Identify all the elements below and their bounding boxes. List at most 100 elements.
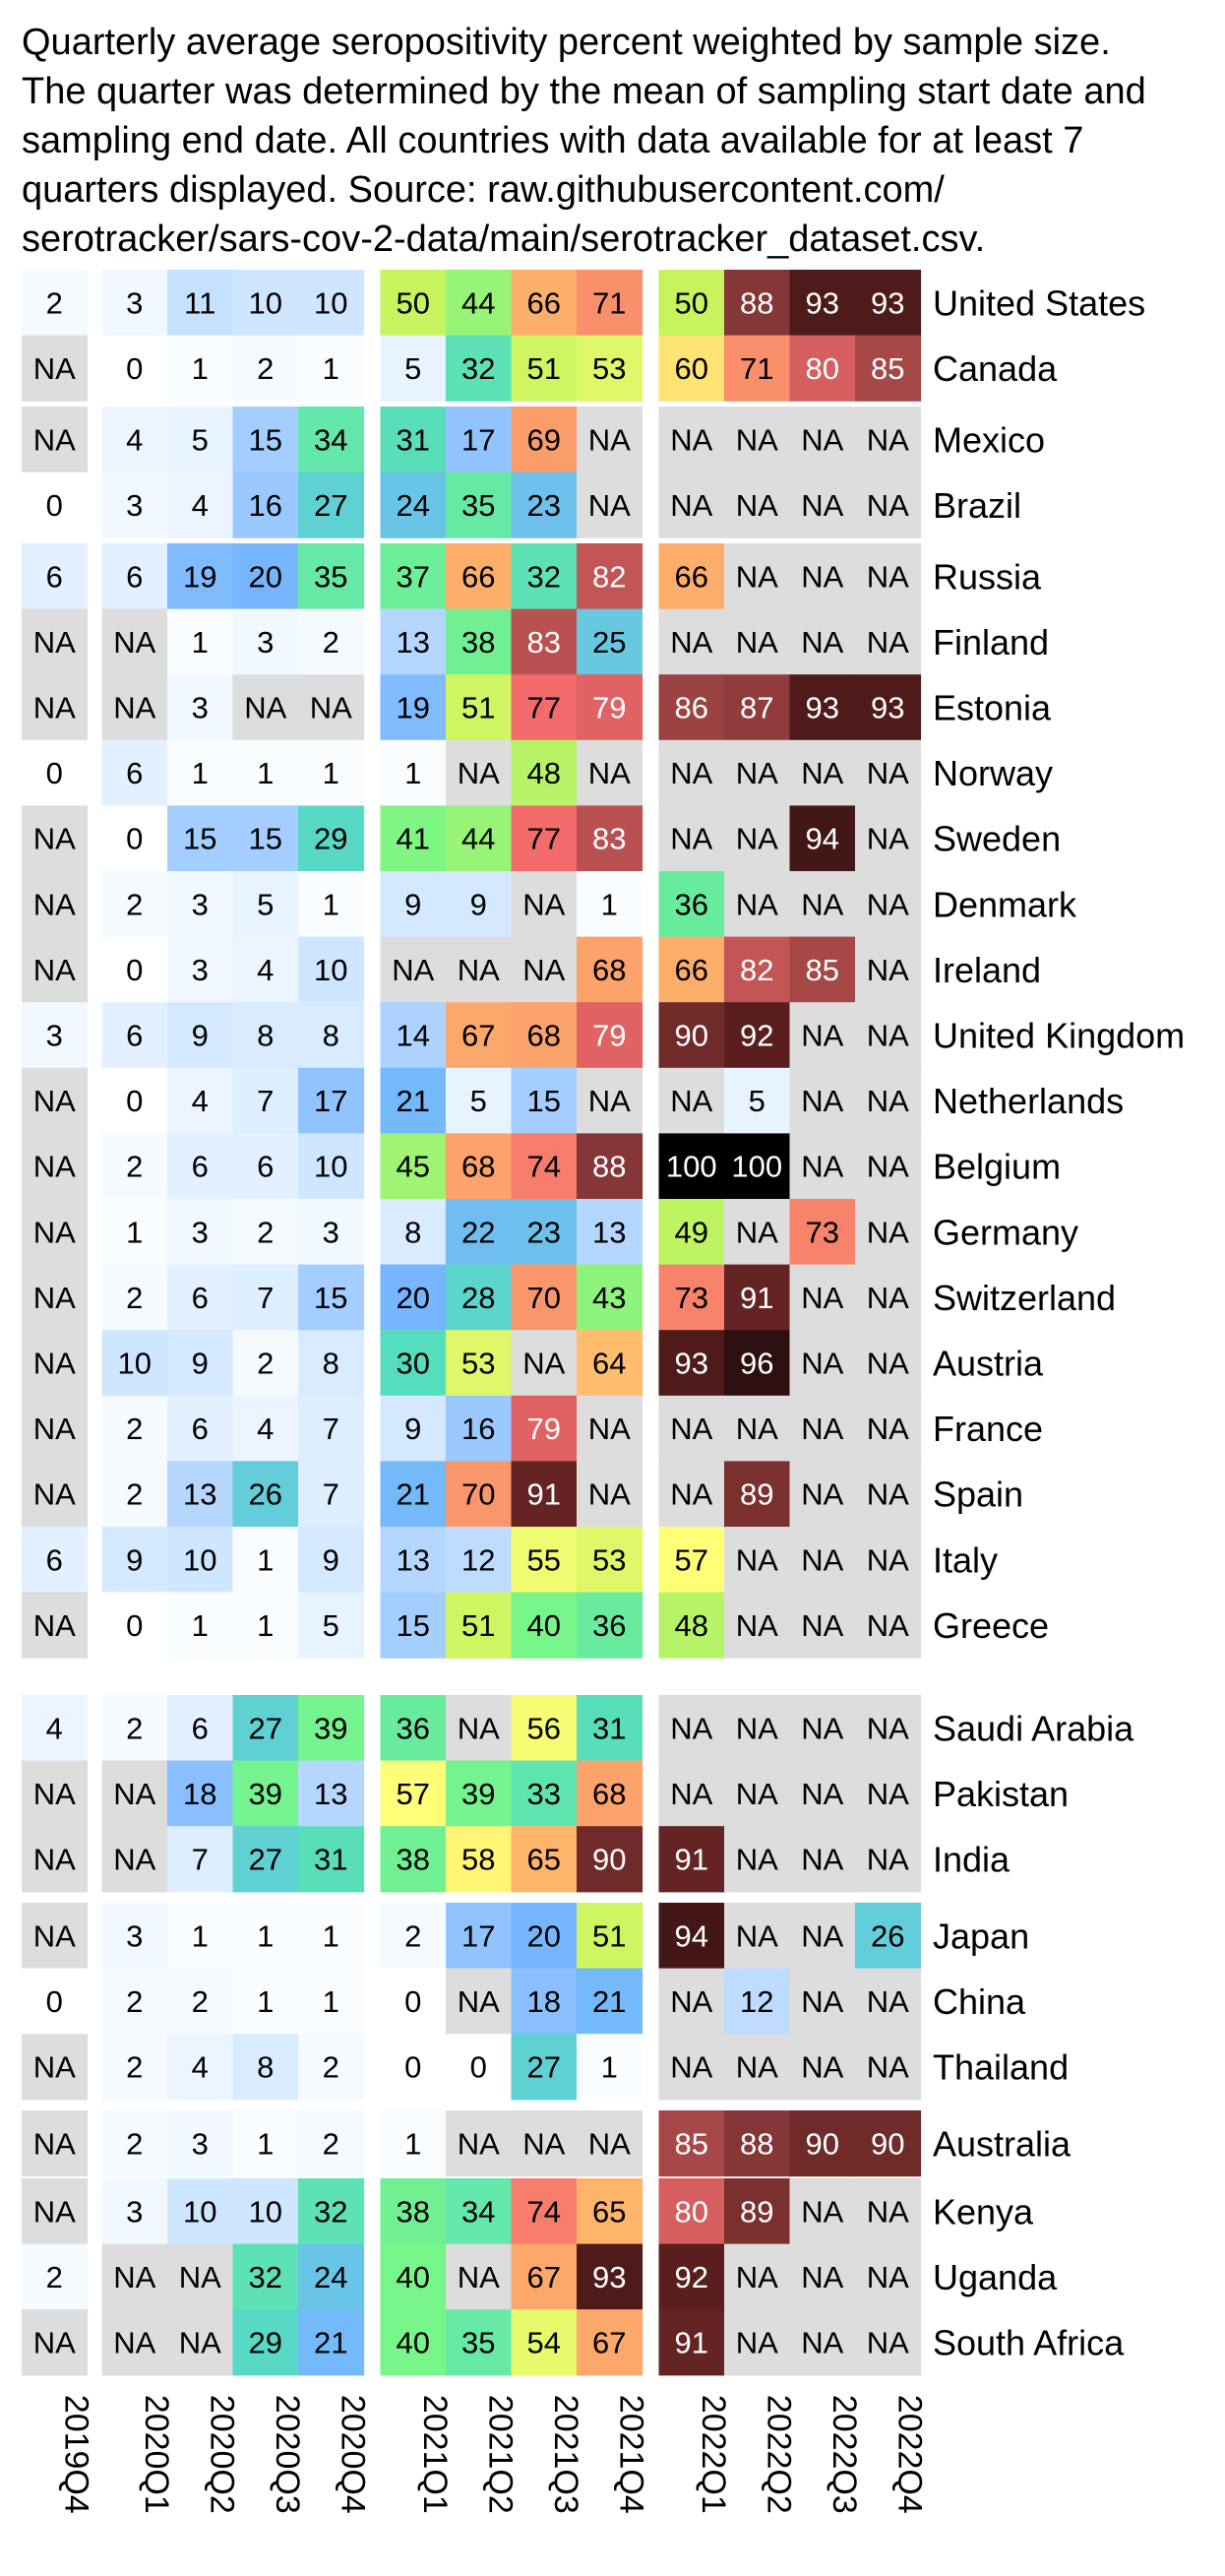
cell-value-label: NA <box>670 1984 712 2019</box>
heatmap-cell <box>101 1133 168 1200</box>
heatmap-cell <box>298 1264 365 1331</box>
heatmap-cell <box>232 1592 299 1659</box>
cell-value-label: NA <box>801 1412 843 1446</box>
cell-value-label: 93 <box>871 691 904 725</box>
cell-value-label: NA <box>670 488 712 523</box>
heatmap-cell <box>298 407 365 473</box>
heatmap-cell <box>446 805 513 872</box>
heatmap-cell <box>22 2034 89 2101</box>
cell-value-label: 15 <box>314 1281 347 1315</box>
cell-value-label: 2 <box>126 887 143 921</box>
heatmap-cell <box>167 2243 234 2310</box>
heatmap-cell <box>380 1067 447 1134</box>
cell-value-label: 2 <box>126 2050 143 2085</box>
cell-value-label: NA <box>522 1347 565 1381</box>
heatmap-row: NA 0 3 4 10 NA NA NA 68 66 82 85 NA Ireland <box>22 936 1041 1003</box>
quarter-axis-label: 2019Q4 <box>57 2395 94 2514</box>
cell-value-label: 82 <box>740 953 773 987</box>
heatmap-cell <box>855 871 922 938</box>
heatmap-cell <box>577 1002 643 1069</box>
heatmap-cell <box>724 1199 791 1266</box>
cell-value-label: NA <box>801 887 843 921</box>
cell-value-label: 5 <box>192 422 209 457</box>
heatmap-cell <box>789 1133 856 1200</box>
cell-value-label: NA <box>867 1150 909 1184</box>
quarter-axis-label: 2021Q4 <box>612 2395 649 2514</box>
cell-value-label: 6 <box>126 559 143 594</box>
cell-value-label: 13 <box>314 1777 347 1811</box>
cell-value-label: 49 <box>675 1215 708 1249</box>
cell-value-label: NA <box>867 1843 909 1877</box>
heatmap-cell <box>101 1826 168 1893</box>
heatmap-cell <box>298 2034 365 2101</box>
cell-value-label: 57 <box>397 1777 430 1811</box>
country-label: Japan <box>933 1916 1029 1956</box>
cell-value-label: 9 <box>404 1412 421 1446</box>
cell-value-label: 83 <box>527 625 561 660</box>
heatmap-row: NA 3 10 10 32 38 34 74 65 80 89 NA NA Kenya <box>22 2178 1034 2245</box>
heatmap-cell <box>446 2110 513 2177</box>
heatmap-cell <box>724 1133 791 1200</box>
cell-value-label: 68 <box>527 1019 561 1053</box>
heatmap-cell <box>577 1826 643 1893</box>
cell-value-label: NA <box>867 2326 909 2360</box>
cell-value-label: 1 <box>323 1918 339 1953</box>
cell-value-label: NA <box>113 2260 155 2294</box>
heatmap-cell <box>22 1592 89 1659</box>
heatmap-cell <box>855 543 922 610</box>
cell-value-label: NA <box>736 559 778 594</box>
cell-value-label: NA <box>867 1412 909 1446</box>
cell-value-label: 2 <box>126 1711 143 1745</box>
heatmap-row: NA 2 6 7 15 20 28 70 43 73 91 NA NA Switzerland <box>22 1264 1116 1331</box>
heatmap-cell <box>380 739 447 806</box>
heatmap-cell <box>101 674 168 741</box>
cell-value-label: 8 <box>323 1019 339 1053</box>
heatmap-cell <box>789 1330 856 1397</box>
heatmap-cell <box>22 1395 89 1462</box>
cell-value-label: 0 <box>126 1084 143 1118</box>
heatmap-cell <box>232 2243 299 2310</box>
cell-value-label: 26 <box>871 1918 904 1953</box>
heatmap-cell <box>658 407 725 473</box>
heatmap-row: NA 10 9 2 8 30 53 NA 64 93 96 NA NA Austria <box>22 1330 1044 1397</box>
cell-value-label: NA <box>801 422 843 457</box>
cell-value-label: NA <box>736 1711 778 1745</box>
heatmap-cell <box>446 1826 513 1893</box>
cell-value-label: 1 <box>257 1608 274 1643</box>
cell-value-label: 1 <box>192 351 209 386</box>
heatmap-cell <box>511 335 578 402</box>
heatmap-cell <box>855 1133 922 1200</box>
heatmap-cell <box>298 1903 365 1970</box>
heatmap-cell <box>101 739 168 806</box>
heatmap-cell <box>446 1067 513 1134</box>
heatmap-cell <box>101 1264 168 1331</box>
heatmap-row: NA NA 3 NA NA 19 51 77 79 86 87 93 93 Estonia <box>22 674 1052 741</box>
cell-value-label: NA <box>522 2126 565 2161</box>
cell-value-label: NA <box>670 422 712 457</box>
cell-value-label: 0 <box>404 2050 421 2085</box>
country-label: Netherlands <box>933 1081 1124 1121</box>
cell-value-label: NA <box>33 822 76 856</box>
heatmap-cell <box>101 1592 168 1659</box>
heatmap-cell <box>577 2034 643 2101</box>
heatmap-cell <box>577 1903 643 1970</box>
heatmap-cell <box>658 608 725 675</box>
heatmap-cell <box>855 1527 922 1594</box>
cell-value-label: 2 <box>126 1984 143 2019</box>
cell-value-label: 9 <box>126 1542 143 1577</box>
cell-value-label: 5 <box>257 887 274 921</box>
cell-value-label: NA <box>867 625 909 660</box>
cell-value-label: 15 <box>183 822 216 856</box>
heatmap-cell <box>577 543 643 610</box>
heatmap-cell <box>380 2178 447 2245</box>
cell-value-label: 16 <box>461 1412 495 1446</box>
country-label: United Kingdom <box>933 1016 1185 1056</box>
heatmap-cell <box>22 871 89 938</box>
cell-value-label: NA <box>801 1843 843 1877</box>
cell-value-label: 55 <box>527 1542 561 1577</box>
heatmap-cell <box>511 936 578 1003</box>
heatmap-cell <box>22 407 89 473</box>
heatmap-cell <box>101 1395 168 1462</box>
heatmap-cell <box>101 871 168 938</box>
heatmap-cell <box>167 1826 234 1893</box>
